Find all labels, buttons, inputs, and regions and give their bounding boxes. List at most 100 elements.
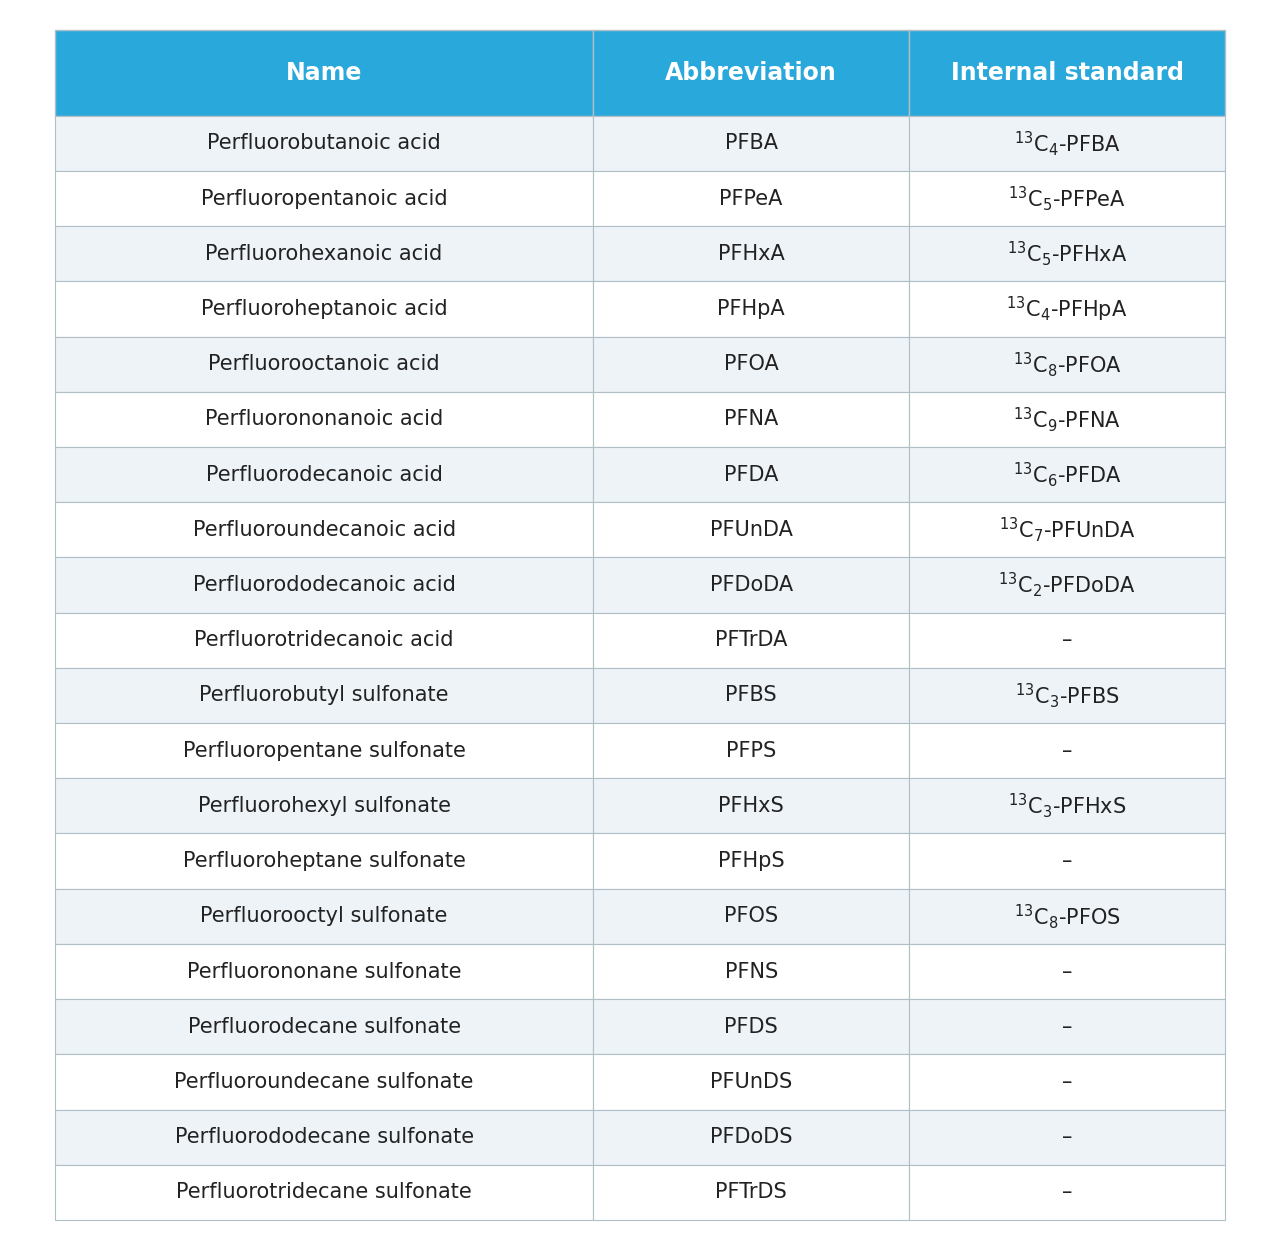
Text: $^{13}$C$_5$-PFPeA: $^{13}$C$_5$-PFPeA xyxy=(1009,184,1126,213)
Text: $^{13}$C$_7$-PFUnDA: $^{13}$C$_7$-PFUnDA xyxy=(998,515,1135,544)
Text: PFPeA: PFPeA xyxy=(719,189,783,209)
Text: PFOA: PFOA xyxy=(723,354,778,374)
Text: PFHxA: PFHxA xyxy=(718,244,785,264)
Text: PFBA: PFBA xyxy=(724,134,778,154)
Text: PFNS: PFNS xyxy=(724,961,778,981)
Text: Perfluorodecane sulfonate: Perfluorodecane sulfonate xyxy=(188,1016,461,1036)
Text: $^{13}$C$_2$-PFDoDA: $^{13}$C$_2$-PFDoDA xyxy=(998,570,1135,600)
Bar xyxy=(55,448,593,503)
Bar xyxy=(593,558,909,612)
Text: $^{13}$C$_3$-PFBS: $^{13}$C$_3$-PFBS xyxy=(1015,681,1120,710)
Text: Perfluorononanoic acid: Perfluorononanoic acid xyxy=(205,409,443,429)
Bar xyxy=(593,116,909,171)
Bar xyxy=(593,171,909,226)
Bar xyxy=(55,944,593,999)
Text: PFTrDA: PFTrDA xyxy=(716,630,787,650)
Text: Perfluorooctyl sulfonate: Perfluorooctyl sulfonate xyxy=(201,906,448,926)
Bar xyxy=(593,722,909,779)
Bar xyxy=(593,999,909,1054)
Bar xyxy=(593,30,909,116)
Bar xyxy=(593,889,909,944)
Text: Perfluorododecanoic acid: Perfluorododecanoic acid xyxy=(193,575,456,595)
Text: PFPS: PFPS xyxy=(726,741,776,761)
Text: PFDA: PFDA xyxy=(724,465,778,485)
Text: Perfluoroundecane sulfonate: Perfluoroundecane sulfonate xyxy=(174,1072,474,1092)
Text: PFHpS: PFHpS xyxy=(718,851,785,871)
Text: PFNA: PFNA xyxy=(724,409,778,429)
Bar xyxy=(909,391,1225,448)
Bar xyxy=(55,391,593,448)
Bar xyxy=(593,448,909,503)
Text: PFTrDS: PFTrDS xyxy=(716,1182,787,1202)
Text: $^{13}$C$_5$-PFHxA: $^{13}$C$_5$-PFHxA xyxy=(1007,239,1128,268)
Text: $^{13}$C$_3$-PFHxS: $^{13}$C$_3$-PFHxS xyxy=(1007,791,1126,820)
Bar xyxy=(909,999,1225,1054)
Bar xyxy=(909,171,1225,226)
Text: PFDoDA: PFDoDA xyxy=(709,575,792,595)
Text: PFUnDA: PFUnDA xyxy=(709,520,792,540)
Bar xyxy=(593,779,909,834)
Bar xyxy=(909,116,1225,171)
Bar xyxy=(593,834,909,889)
Bar xyxy=(909,944,1225,999)
Text: Perfluorododecane sulfonate: Perfluorododecane sulfonate xyxy=(174,1128,474,1148)
Bar xyxy=(909,503,1225,558)
Bar xyxy=(55,226,593,281)
Bar xyxy=(593,1110,909,1165)
Bar xyxy=(909,668,1225,722)
Text: Perfluorotridecanoic acid: Perfluorotridecanoic acid xyxy=(195,630,454,650)
Bar xyxy=(55,834,593,889)
Text: $^{13}$C$_9$-PFNA: $^{13}$C$_9$-PFNA xyxy=(1012,405,1121,434)
Text: –: – xyxy=(1062,1072,1073,1092)
Text: –: – xyxy=(1062,851,1073,871)
Text: Perfluorotridecane sulfonate: Perfluorotridecane sulfonate xyxy=(177,1182,472,1202)
Bar xyxy=(593,336,909,391)
Text: Perfluoroheptane sulfonate: Perfluoroheptane sulfonate xyxy=(183,851,466,871)
Bar xyxy=(55,336,593,391)
Text: –: – xyxy=(1062,1128,1073,1148)
Bar xyxy=(909,558,1225,612)
Bar xyxy=(55,779,593,834)
Text: Perfluoropentanoic acid: Perfluoropentanoic acid xyxy=(201,189,448,209)
Bar xyxy=(909,779,1225,834)
Bar xyxy=(593,1165,909,1220)
Bar xyxy=(55,999,593,1054)
Text: Perfluorobutanoic acid: Perfluorobutanoic acid xyxy=(207,134,442,154)
Text: Perfluorohexyl sulfonate: Perfluorohexyl sulfonate xyxy=(197,796,451,816)
Text: –: – xyxy=(1062,630,1073,650)
Text: Perfluorohexanoic acid: Perfluorohexanoic acid xyxy=(206,244,443,264)
Text: Perfluoropentane sulfonate: Perfluoropentane sulfonate xyxy=(183,741,466,761)
Text: PFOS: PFOS xyxy=(724,906,778,926)
Text: PFDoDS: PFDoDS xyxy=(710,1128,792,1148)
Text: PFDS: PFDS xyxy=(724,1016,778,1036)
Bar xyxy=(55,668,593,722)
Bar xyxy=(55,1054,593,1110)
Text: Perfluoroheptanoic acid: Perfluoroheptanoic acid xyxy=(201,299,448,319)
Bar xyxy=(909,336,1225,391)
Text: Internal standard: Internal standard xyxy=(951,61,1184,85)
Text: –: – xyxy=(1062,1182,1073,1202)
Text: Name: Name xyxy=(285,61,362,85)
Bar xyxy=(55,1165,593,1220)
Text: –: – xyxy=(1062,741,1073,761)
Bar xyxy=(909,889,1225,944)
Text: $^{13}$C$_6$-PFDA: $^{13}$C$_6$-PFDA xyxy=(1012,460,1121,489)
Bar xyxy=(55,30,593,116)
Bar xyxy=(55,171,593,226)
Bar xyxy=(593,226,909,281)
Bar xyxy=(909,281,1225,336)
Text: Perfluorobutyl sulfonate: Perfluorobutyl sulfonate xyxy=(200,685,449,705)
Text: PFUnDS: PFUnDS xyxy=(710,1072,792,1092)
Bar xyxy=(593,668,909,722)
Text: $^{13}$C$_8$-PFOA: $^{13}$C$_8$-PFOA xyxy=(1012,350,1121,379)
Bar xyxy=(909,1165,1225,1220)
Bar xyxy=(593,281,909,336)
Bar xyxy=(593,944,909,999)
Text: $^{13}$C$_8$-PFOS: $^{13}$C$_8$-PFOS xyxy=(1014,902,1120,931)
Text: PFBS: PFBS xyxy=(726,685,777,705)
Bar xyxy=(593,1054,909,1110)
Bar xyxy=(55,889,593,944)
Bar xyxy=(909,226,1225,281)
Bar xyxy=(909,30,1225,116)
Text: Perfluoroundecanoic acid: Perfluoroundecanoic acid xyxy=(192,520,456,540)
